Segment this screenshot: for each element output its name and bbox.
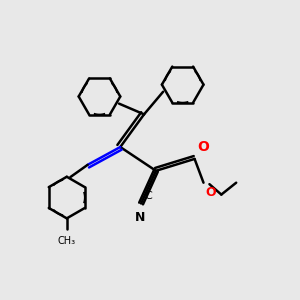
Text: C: C xyxy=(144,190,152,200)
Text: N: N xyxy=(134,211,145,224)
Text: O: O xyxy=(205,186,216,199)
Text: O: O xyxy=(198,140,209,154)
Text: CH₃: CH₃ xyxy=(58,236,76,246)
